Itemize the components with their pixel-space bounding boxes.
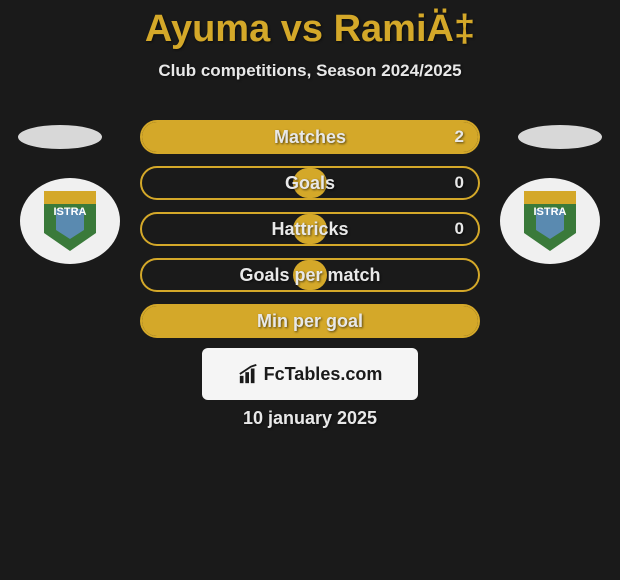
- ellipse-right: [518, 125, 602, 149]
- stat-value: 0: [455, 173, 464, 193]
- badge-shape-left: ISTRA: [20, 178, 120, 264]
- club-badge-left: ISTRA: [20, 178, 120, 264]
- fctables-logo[interactable]: FcTables.com: [202, 348, 418, 400]
- club-badge-right: ISTRA: [500, 178, 600, 264]
- badge-text-left: ISTRA: [54, 206, 87, 218]
- stat-label: Goals per match: [142, 265, 478, 286]
- stat-bar-hattricks: Hattricks 0: [140, 212, 480, 246]
- stats-container: Matches 2 Goals 0 Hattricks 0 Goals per …: [140, 120, 480, 350]
- stat-bar-goals-per-match: Goals per match: [140, 258, 480, 292]
- stat-label: Matches: [142, 127, 478, 148]
- stat-bar-matches: Matches 2: [140, 120, 480, 154]
- ellipse-left: [18, 125, 102, 149]
- date-text: 10 january 2025: [0, 408, 620, 429]
- stat-bar-min-per-goal: Min per goal: [140, 304, 480, 338]
- badge-shape-right: ISTRA: [500, 178, 600, 264]
- player-right-marker: [518, 125, 602, 149]
- stat-label: Min per goal: [142, 311, 478, 332]
- page-title: Ayuma vs RamiÄ‡: [0, 0, 620, 51]
- stat-bar-goals: Goals 0: [140, 166, 480, 200]
- stat-label: Hattricks: [142, 219, 478, 240]
- badge-crest-icon: [44, 191, 96, 251]
- badge-crest-icon: [524, 191, 576, 251]
- stat-label: Goals: [142, 173, 478, 194]
- stat-value: 2: [455, 127, 464, 147]
- subtitle: Club competitions, Season 2024/2025: [0, 61, 620, 81]
- player-left-marker: [18, 125, 102, 149]
- logo-text: FcTables.com: [264, 364, 383, 385]
- stat-value: 0: [455, 219, 464, 239]
- badge-text-right: ISTRA: [534, 206, 567, 218]
- bar-chart-icon: [238, 363, 260, 385]
